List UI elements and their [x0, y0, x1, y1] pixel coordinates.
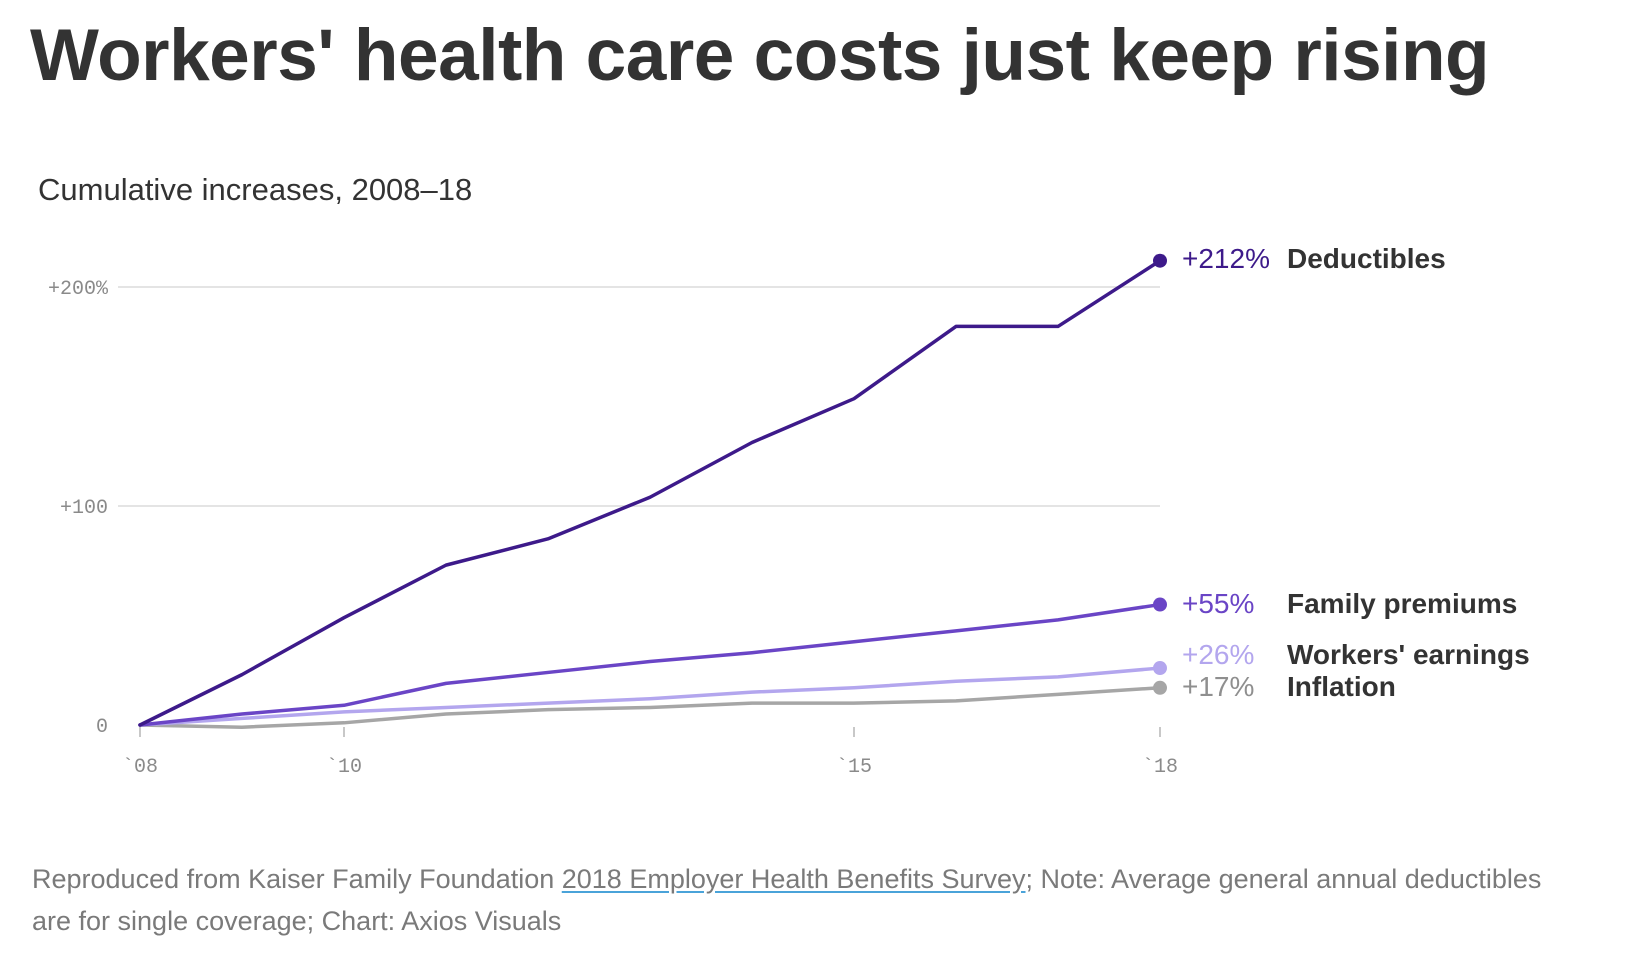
source-link[interactable]: 2018 Employer Health Benefits Survey	[561, 864, 1026, 894]
x-axis-ticks: `08 `10 `15 `18	[122, 727, 1178, 779]
series-end-labels: +212% Deductibles +55% Family premiums +26% W…	[1153, 243, 1530, 702]
gridlines	[118, 286, 1160, 507]
x-tick-label: `15	[836, 756, 872, 779]
series-name-family-premiums: Family premiums	[1287, 588, 1517, 619]
source-suffix: ; Note: Average general annual deductibl…	[32, 864, 1542, 936]
series-lines	[138, 258, 1162, 729]
line-chart: 0 +100 +200% `08 `10 `15 `18 +212% Deductibles…	[48, 243, 1530, 779]
x-tick-label: `18	[1142, 756, 1178, 779]
y-tick-label: 0	[96, 716, 108, 739]
series-name-deductibles: Deductibles	[1287, 243, 1446, 274]
source-note: Reproduced from Kaiser Family Foundation…	[32, 858, 1572, 942]
end-value-inflation: +17%	[1182, 671, 1254, 702]
end-value-family-premiums: +55%	[1182, 588, 1254, 619]
chart-subtitle: Cumulative increases, 2008–18	[38, 172, 473, 207]
source-prefix: Reproduced from Kaiser Family Foundation	[32, 864, 562, 894]
end-dot-deductibles	[1153, 253, 1167, 268]
chart-title: Workers' health care costs just keep ris…	[30, 15, 1490, 96]
series-line-family-premiums	[138, 602, 1162, 727]
end-dot-family-premiums	[1153, 597, 1167, 612]
series-name-inflation: Inflation	[1287, 671, 1396, 702]
end-dot-workers-earnings	[1153, 661, 1167, 676]
y-tick-label: +100	[60, 497, 108, 520]
x-tick-label: `08	[122, 756, 158, 779]
y-axis-ticks: 0 +100 +200%	[48, 278, 109, 739]
end-dot-inflation	[1153, 680, 1167, 695]
end-value-workers-earnings: +26%	[1182, 639, 1254, 670]
x-tick-label: `10	[326, 756, 362, 779]
series-line-inflation	[138, 686, 1162, 729]
series-line-workers-earnings	[138, 666, 1162, 727]
series-name-workers-earnings: Workers' earnings	[1287, 639, 1530, 670]
end-value-deductibles: +212%	[1182, 243, 1270, 274]
y-tick-label: +200%	[48, 278, 109, 301]
series-line-deductibles	[138, 258, 1162, 727]
